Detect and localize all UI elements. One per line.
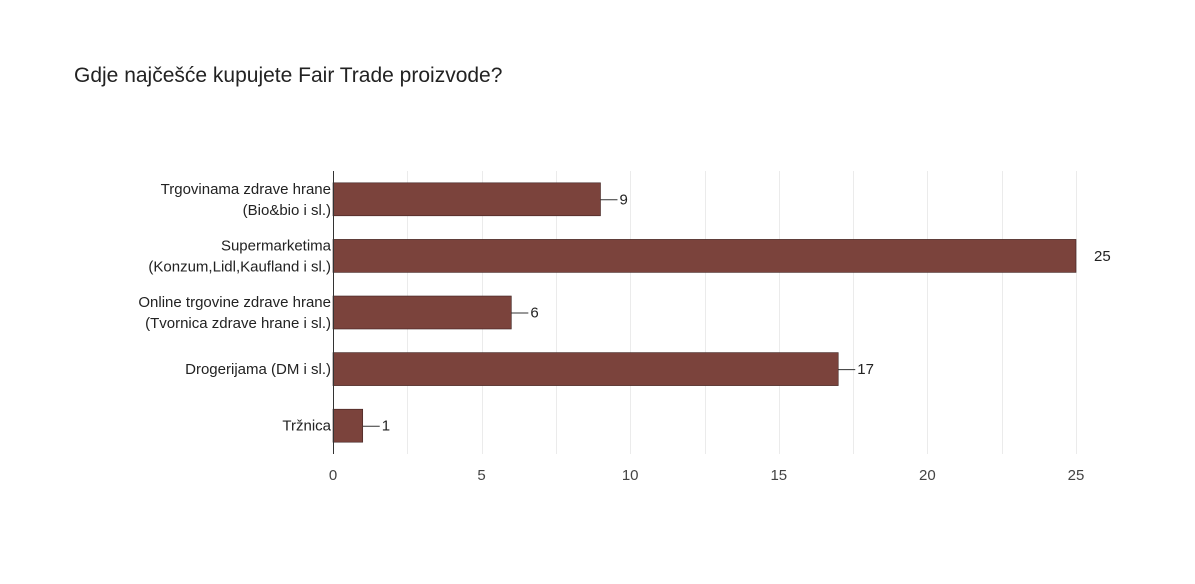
- category-label: Drogerijama (DM i sl.): [185, 361, 331, 378]
- data-label: 1: [382, 418, 390, 435]
- bars: [332, 182, 1077, 443]
- data-label: 6: [530, 305, 538, 322]
- x-tick-label: 0: [329, 467, 337, 484]
- bar: [332, 182, 601, 217]
- x-tick-label: 10: [622, 467, 639, 484]
- category-label: Online trgovine zdrave hrane: [138, 294, 331, 311]
- bar: [332, 408, 364, 443]
- x-tick-label: 25: [1068, 467, 1085, 484]
- bar: [332, 239, 1077, 273]
- chart-title: Gdje najčešće kupujete Fair Trade proizv…: [74, 64, 503, 87]
- labels: 0 5 10 15 20 25 Trgovinama zdrave hrane (Bio&bi…: [138, 181, 1110, 484]
- x-tick-label: 20: [919, 467, 936, 484]
- data-label: 25: [1094, 248, 1111, 265]
- category-label: Tržnica: [282, 418, 331, 435]
- category-label: (Bio&bio i sl.): [243, 202, 331, 219]
- bar: [332, 352, 839, 386]
- x-tick-label: 5: [477, 467, 485, 484]
- data-label: 17: [857, 361, 874, 378]
- category-label: (Konzum,Lidl,Kaufland i sl.): [148, 258, 331, 275]
- data-label: 9: [619, 191, 627, 208]
- category-label: Trgovinama zdrave hrane: [161, 181, 331, 198]
- x-tick-label: 15: [770, 467, 787, 484]
- category-label: (Tvornica zdrave hrane i sl.): [145, 315, 331, 332]
- category-label: Supermarketima: [221, 237, 332, 254]
- bar: [332, 295, 512, 330]
